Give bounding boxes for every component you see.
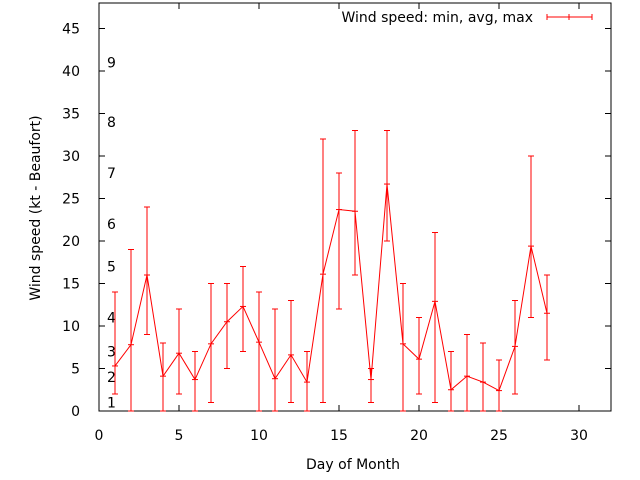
y-tick-label: 40 [62, 64, 80, 80]
plot-border [98, 2, 612, 412]
error-bar [112, 291, 118, 395]
x-tick-label: 5 [175, 428, 184, 444]
error-bar [416, 317, 422, 395]
beaufort-label: 1 [107, 396, 116, 412]
y-tick-label: 35 [62, 107, 80, 123]
error-bar [144, 206, 150, 335]
error-bar [176, 308, 182, 395]
y-tick-label: 0 [71, 404, 80, 420]
error-bar [528, 155, 534, 318]
y-tick-label: 25 [62, 192, 80, 208]
x-tick-label: 20 [410, 428, 428, 444]
error-bar [320, 138, 326, 403]
x-tick-label: 25 [490, 428, 508, 444]
error-bar [240, 266, 246, 352]
error-bars [112, 130, 550, 412]
x-tick-label: 10 [250, 428, 268, 444]
error-bar [288, 300, 294, 403]
error-bar [448, 351, 454, 412]
x-axis: 0 5 10 15 20 25 30 [95, 3, 588, 444]
beaufort-label: 2 [107, 370, 116, 386]
series-line [114, 184, 548, 392]
beaufort-label: 5 [107, 260, 116, 276]
error-bar [352, 130, 358, 276]
error-bar [400, 283, 406, 412]
beaufort-label: 6 [107, 217, 116, 233]
beaufort-label: 9 [107, 56, 116, 72]
legend-label: Wind speed: min, avg, max [341, 10, 533, 26]
error-bar [192, 351, 198, 412]
plot-frame [98, 2, 612, 412]
beaufort-label: 3 [107, 345, 116, 361]
beaufort-label: 7 [107, 166, 116, 182]
error-bar [544, 274, 550, 361]
x-tick-label: 0 [95, 428, 104, 444]
y-tick-label: 5 [71, 362, 80, 378]
error-bar [128, 249, 134, 412]
series-line-group [112, 183, 550, 392]
beaufort-label: 4 [107, 311, 116, 327]
y-tick-label: 10 [62, 319, 80, 335]
x-tick-label: 30 [570, 428, 588, 444]
beaufort-scale-labels: 1 2 3 4 5 6 7 8 9 [107, 56, 116, 412]
error-bar [336, 172, 342, 310]
error-bar [496, 359, 502, 412]
error-bar [480, 342, 486, 412]
y-tick-label: 20 [62, 234, 80, 250]
error-bar [224, 283, 230, 369]
error-bar [256, 291, 262, 412]
error-bar [432, 232, 438, 403]
x-tick-label: 15 [330, 428, 348, 444]
x-axis-title: Day of Month [306, 457, 400, 473]
y-tick-label: 15 [62, 277, 80, 293]
beaufort-label: 8 [107, 115, 116, 131]
legend: Wind speed: min, avg, max [341, 10, 593, 26]
error-bar [272, 308, 278, 412]
error-bar [464, 334, 470, 412]
y-axis-title: Wind speed (kt - Beaufort) [28, 115, 44, 300]
y-tick-label: 45 [62, 22, 80, 38]
y-tick-label: 30 [62, 149, 80, 165]
